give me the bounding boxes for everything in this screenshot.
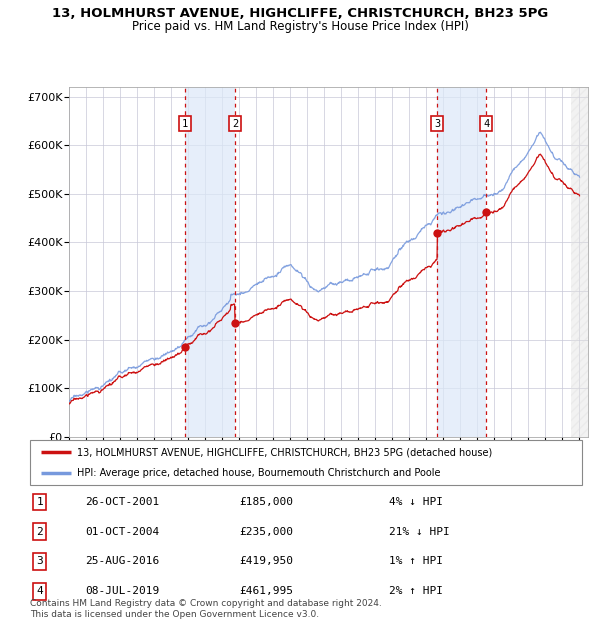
Text: 2: 2: [232, 118, 238, 128]
Text: 2% ↑ HPI: 2% ↑ HPI: [389, 587, 443, 596]
Bar: [437, 87, 486, 437]
Text: 21% ↓ HPI: 21% ↓ HPI: [389, 526, 449, 536]
Text: 25-AUG-2016: 25-AUG-2016: [85, 557, 160, 567]
Text: 4: 4: [37, 587, 43, 596]
Text: 01-OCT-2004: 01-OCT-2004: [85, 526, 160, 536]
Bar: [185, 87, 235, 437]
Text: 13, HOLMHURST AVENUE, HIGHCLIFFE, CHRISTCHURCH, BH23 5PG (detached house): 13, HOLMHURST AVENUE, HIGHCLIFFE, CHRIST…: [77, 447, 492, 458]
Text: 1% ↑ HPI: 1% ↑ HPI: [389, 557, 443, 567]
Text: 4% ↓ HPI: 4% ↓ HPI: [389, 497, 443, 507]
Text: 26-OCT-2001: 26-OCT-2001: [85, 497, 160, 507]
Text: £419,950: £419,950: [240, 557, 294, 567]
Text: 3: 3: [37, 557, 43, 567]
Text: 13, HOLMHURST AVENUE, HIGHCLIFFE, CHRISTCHURCH, BH23 5PG: 13, HOLMHURST AVENUE, HIGHCLIFFE, CHRIST…: [52, 7, 548, 20]
Text: 1: 1: [37, 497, 43, 507]
Text: £185,000: £185,000: [240, 497, 294, 507]
Text: 4: 4: [483, 118, 490, 128]
Text: Price paid vs. HM Land Registry's House Price Index (HPI): Price paid vs. HM Land Registry's House …: [131, 20, 469, 33]
Text: 1: 1: [182, 118, 188, 128]
Text: HPI: Average price, detached house, Bournemouth Christchurch and Poole: HPI: Average price, detached house, Bour…: [77, 467, 440, 478]
FancyBboxPatch shape: [30, 440, 582, 485]
Text: 08-JUL-2019: 08-JUL-2019: [85, 587, 160, 596]
Text: £461,995: £461,995: [240, 587, 294, 596]
Text: 3: 3: [434, 118, 440, 128]
Text: Contains HM Land Registry data © Crown copyright and database right 2024.
This d: Contains HM Land Registry data © Crown c…: [30, 600, 382, 619]
Bar: [571, 87, 588, 437]
Text: 2: 2: [37, 526, 43, 536]
Text: £235,000: £235,000: [240, 526, 294, 536]
